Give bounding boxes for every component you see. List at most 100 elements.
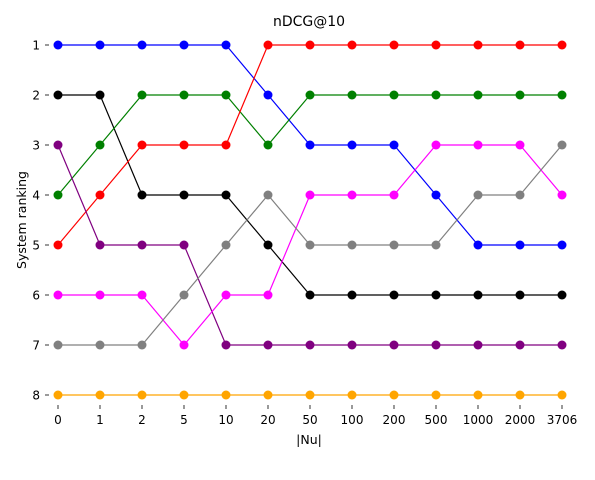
data-point [557, 240, 567, 250]
data-point [557, 90, 567, 100]
data-point [557, 390, 567, 400]
data-point [389, 140, 399, 150]
data-point [221, 390, 231, 400]
data-point [263, 390, 273, 400]
data-point [389, 290, 399, 300]
data-point [179, 190, 189, 200]
x-tick-label: 0 [54, 413, 62, 427]
data-point [263, 190, 273, 200]
data-point [473, 290, 483, 300]
data-point [347, 290, 357, 300]
data-point [347, 190, 357, 200]
series-7 [53, 140, 567, 350]
data-point [179, 390, 189, 400]
data-point [221, 240, 231, 250]
data-point [305, 140, 315, 150]
data-point [431, 140, 441, 150]
x-tick-label: 200 [383, 413, 406, 427]
data-point [431, 290, 441, 300]
data-point [305, 40, 315, 50]
x-tick-label: 1000 [463, 413, 494, 427]
data-point [221, 290, 231, 300]
data-point [431, 390, 441, 400]
data-point [515, 340, 525, 350]
data-point [95, 40, 105, 50]
data-point [389, 190, 399, 200]
data-point [557, 290, 567, 300]
data-point [557, 40, 567, 50]
chart-title: nDCG@10 [273, 14, 345, 30]
data-point [347, 90, 357, 100]
data-point [53, 40, 63, 50]
data-point [137, 190, 147, 200]
data-point [473, 390, 483, 400]
data-point [515, 240, 525, 250]
data-point [347, 140, 357, 150]
data-point [53, 340, 63, 350]
y-axis-label: System ranking [14, 171, 29, 269]
data-point [137, 90, 147, 100]
series-2 [53, 90, 567, 300]
data-point [137, 390, 147, 400]
data-point [473, 90, 483, 100]
y-tick-label: 2 [32, 89, 40, 103]
data-point [53, 240, 63, 250]
x-tick-label: 500 [425, 413, 448, 427]
y-tick-label: 1 [32, 39, 40, 53]
y-tick-label: 7 [32, 339, 40, 353]
data-point [557, 140, 567, 150]
data-point [179, 240, 189, 250]
series-1 [53, 40, 567, 250]
data-point [431, 240, 441, 250]
data-point [263, 290, 273, 300]
data-point [95, 390, 105, 400]
data-point [137, 240, 147, 250]
data-point [305, 240, 315, 250]
data-point [431, 90, 441, 100]
data-point [389, 340, 399, 350]
data-point [473, 40, 483, 50]
data-point [263, 90, 273, 100]
data-point [53, 190, 63, 200]
data-point [221, 340, 231, 350]
x-tick-label: 10 [218, 413, 233, 427]
data-point [179, 340, 189, 350]
data-point [95, 290, 105, 300]
data-point [305, 390, 315, 400]
data-point [515, 140, 525, 150]
data-point [221, 40, 231, 50]
data-point [557, 340, 567, 350]
x-tick-label: 100 [341, 413, 364, 427]
data-point [389, 90, 399, 100]
x-tick-label: 50 [302, 413, 317, 427]
data-point [179, 90, 189, 100]
data-point [515, 290, 525, 300]
data-point [305, 340, 315, 350]
data-point [263, 340, 273, 350]
data-point [473, 340, 483, 350]
data-point [221, 190, 231, 200]
series-6 [53, 140, 567, 350]
x-tick-label: 2000 [505, 413, 536, 427]
data-point [263, 240, 273, 250]
x-tick-label: 20 [260, 413, 275, 427]
data-point [473, 240, 483, 250]
data-point [179, 40, 189, 50]
data-point [305, 290, 315, 300]
data-point [53, 290, 63, 300]
x-tick-label: 5 [180, 413, 188, 427]
data-point [95, 340, 105, 350]
data-point [95, 240, 105, 250]
data-point [95, 140, 105, 150]
data-point [95, 90, 105, 100]
data-point [263, 140, 273, 150]
data-point [137, 40, 147, 50]
data-point [515, 190, 525, 200]
data-point [557, 190, 567, 200]
data-point [515, 40, 525, 50]
data-point [221, 90, 231, 100]
y-tick-label: 4 [32, 189, 40, 203]
data-point [389, 390, 399, 400]
